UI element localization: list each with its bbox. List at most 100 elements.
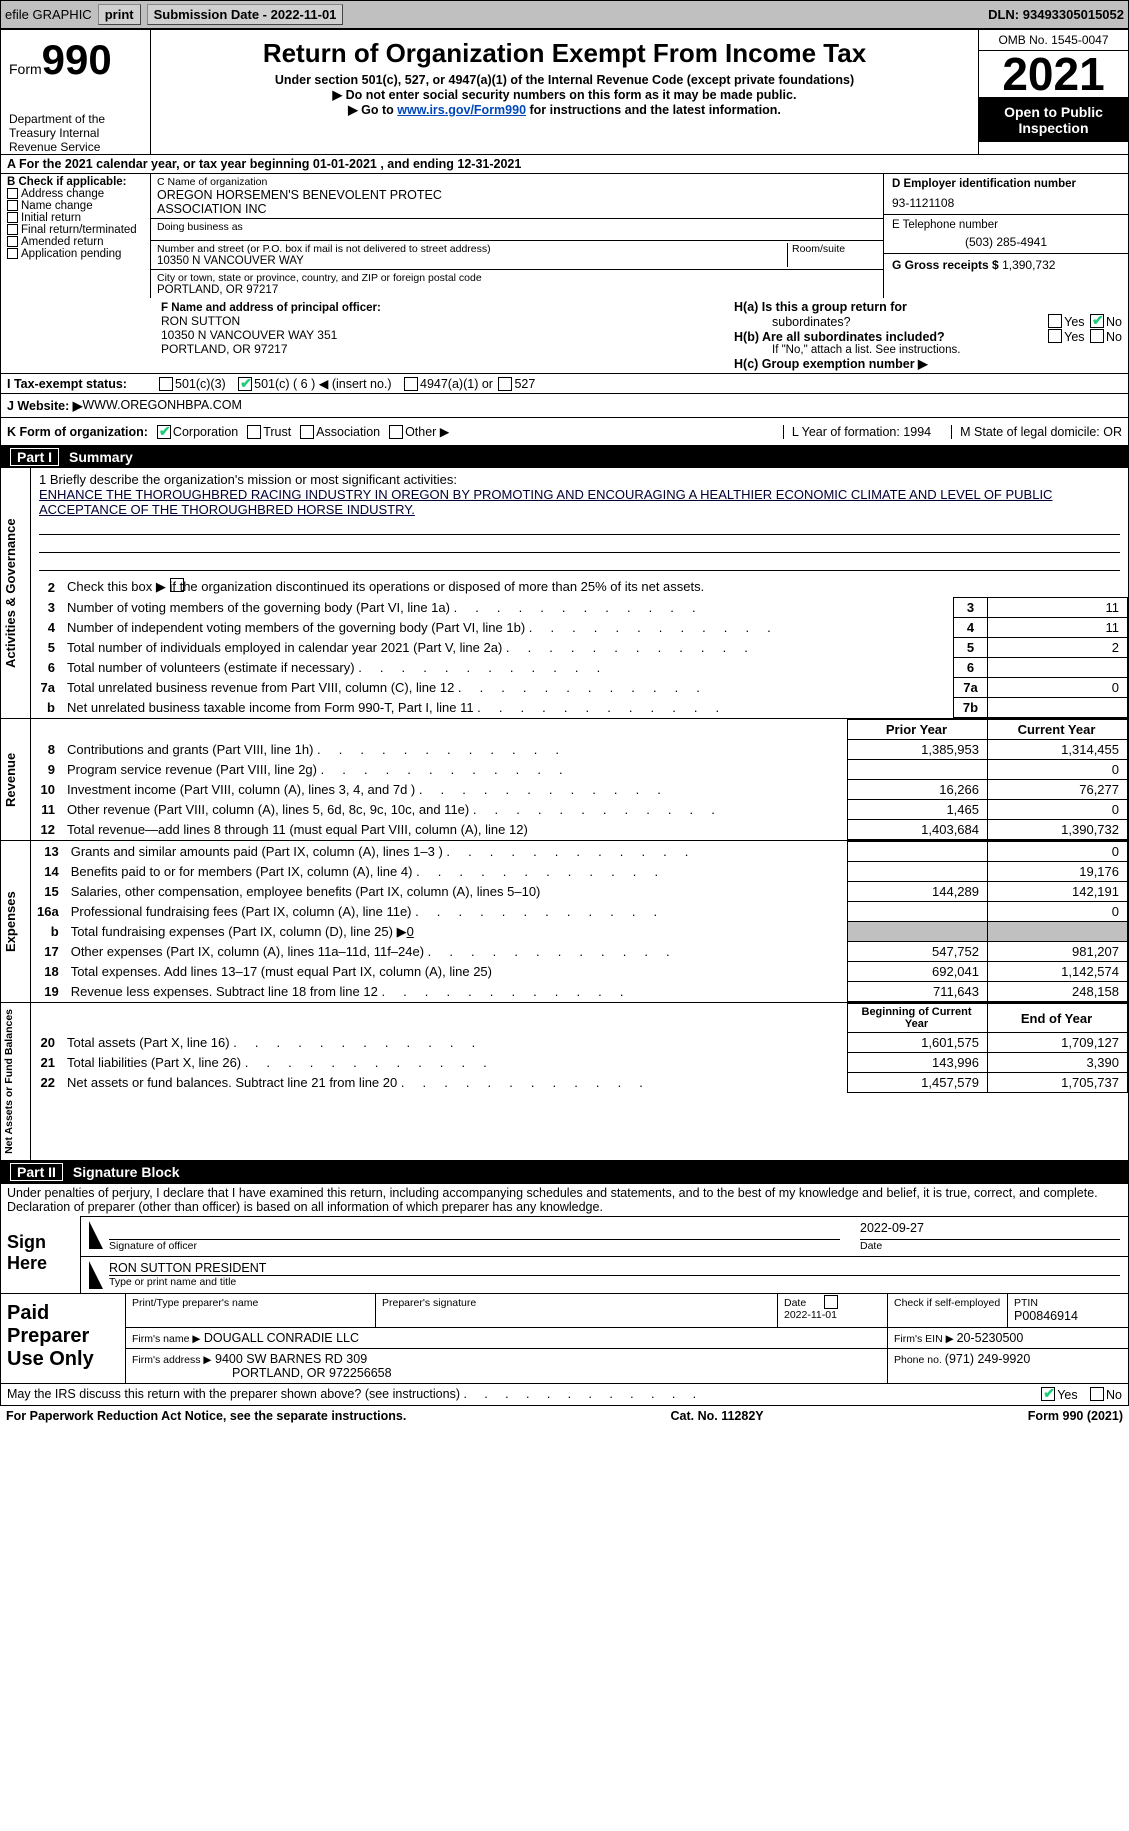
discuss-yes-checkbox[interactable] [1041, 1387, 1055, 1401]
chk-amended[interactable]: Amended return [7, 236, 144, 248]
chk-corp[interactable] [157, 425, 171, 439]
c14: 19,176 [988, 862, 1128, 882]
firm-name-lbl: Firm's name ▶ [132, 1333, 200, 1345]
website-lbl: J Website: ▶ [7, 398, 82, 413]
chk-initial[interactable]: Initial return [7, 212, 144, 224]
hb-yes-checkbox[interactable] [1048, 329, 1062, 343]
org-name-1: OREGON HORSEMEN'S BENEVOLENT PROTEC [157, 188, 877, 202]
blank-1 [39, 517, 1120, 535]
part1-title: Summary [69, 449, 133, 465]
row-k: K Form of organization: Corporation Trus… [0, 417, 1129, 446]
l2-checkbox[interactable] [170, 578, 184, 592]
chk-527[interactable] [498, 377, 512, 391]
chk-app[interactable]: Application pending [7, 248, 144, 260]
hdr-eoy: End of Year [988, 1004, 1128, 1033]
line-10: 10Investment income (Part VIII, column (… [31, 780, 1128, 800]
l11-text: Other revenue (Part VIII, column (A), li… [67, 802, 715, 817]
lbl-501c: 501(c) ( 6 ) ◀ (insert no.) [254, 376, 391, 391]
lbl-4947: 4947(a)(1) or [420, 377, 493, 391]
paid-preparer-block: Paid Preparer Use Only Print/Type prepar… [0, 1294, 1129, 1384]
discuss-yes-lbl: Yes [1057, 1388, 1077, 1402]
chk-501c3[interactable] [159, 377, 173, 391]
top-bar: efile GRAPHIC print Submission Date - 20… [0, 0, 1129, 29]
p20: 1,601,575 [848, 1033, 988, 1053]
line-21: 21Total liabilities (Part X, line 26)143… [31, 1053, 1128, 1073]
mission-text: ENHANCE THE THOROUGHBRED RACING INDUSTRY… [39, 487, 1120, 517]
ein-val: 93-1121108 [892, 196, 1120, 210]
ha-yes-checkbox[interactable] [1048, 314, 1062, 328]
l8-text: Contributions and grants (Part VIII, lin… [67, 742, 559, 757]
line-4: 4Number of independent voting members of… [31, 618, 1128, 638]
open-inspection: Open to Public Inspection [979, 97, 1128, 142]
header-left: Form990 Department of the Treasury Inter… [1, 30, 151, 154]
summary-expenses: Expenses 13Grants and similar amounts pa… [0, 841, 1129, 1003]
city-val: PORTLAND, OR 97217 [157, 284, 877, 296]
v3: 11 [988, 598, 1128, 618]
hb-lbl: H(b) Are all subordinates included? [734, 330, 945, 344]
chk-4947[interactable] [404, 377, 418, 391]
c17: 981,207 [988, 942, 1128, 962]
header-middle: Return of Organization Exempt From Incom… [151, 30, 978, 154]
sig-date-val: 2022-09-27 [860, 1221, 1120, 1239]
summary-revenue: Revenue Prior YearCurrent Year 8Contribu… [0, 719, 1129, 841]
l16a-text: Professional fundraising fees (Part IX, … [71, 904, 657, 919]
hb-yes-lbl: Yes [1064, 330, 1084, 344]
addr-lbl: Number and street (or P.O. box if mail i… [157, 243, 787, 255]
c19: 248,158 [988, 982, 1128, 1002]
part2-header: Part II Signature Block [0, 1161, 1129, 1183]
hb-no-checkbox[interactable] [1090, 329, 1104, 343]
p14 [848, 862, 988, 882]
firm-name-val: DOUGALL CONRADIE LLC [204, 1331, 359, 1345]
paid-row3: Firm's address ▶ 9400 SW BARNES RD 309 P… [126, 1349, 1128, 1383]
discuss-no-lbl: No [1106, 1388, 1122, 1402]
city-lbl: City or town, state or province, country… [157, 272, 877, 284]
row-i: I Tax-exempt status: 501(c)(3) 501(c) ( … [0, 374, 1129, 393]
box-de: D Employer identification number 93-1121… [883, 174, 1128, 298]
row-a-calendar: A For the 2021 calendar year, or tax yea… [0, 155, 1129, 174]
phone-cell: E Telephone number (503) 285-4941 [884, 215, 1128, 254]
sig-officer-lbl: Signature of officer [109, 1239, 840, 1252]
cat-no: Cat. No. 11282Y [671, 1409, 764, 1423]
chk-assoc[interactable] [300, 425, 314, 439]
group-return-cell: H(a) Is this a group return for subordin… [728, 298, 1128, 373]
footer-line: For Paperwork Reduction Act Notice, see … [0, 1406, 1129, 1426]
line-16b: bTotal fundraising expenses (Part IX, co… [31, 922, 1128, 942]
chk-name[interactable]: Name change [7, 200, 144, 212]
discuss-no-checkbox[interactable] [1090, 1387, 1104, 1401]
form-title: Return of Organization Exempt From Incom… [159, 38, 970, 69]
c22: 1,705,737 [988, 1073, 1128, 1093]
sig-declaration: Under penalties of perjury, I declare th… [1, 1184, 1128, 1216]
line-9: 9Program service revenue (Part VIII, lin… [31, 760, 1128, 780]
chk-trust[interactable] [247, 425, 261, 439]
paid-row1: Print/Type preparer's name Preparer's si… [126, 1294, 1128, 1328]
print-button[interactable]: print [98, 4, 141, 25]
officer-lbl: F Name and address of principal officer: [161, 302, 722, 314]
mission-block: 1 Briefly describe the organization's mi… [31, 468, 1128, 517]
org-name-cell: C Name of organization OREGON HORSEMEN'S… [151, 174, 883, 219]
v6 [988, 658, 1128, 678]
chk-final[interactable]: Final return/terminated [7, 224, 144, 236]
summary-table-rev: Prior YearCurrent Year 8Contributions an… [31, 719, 1128, 840]
officer-addr1: 10350 N VANCOUVER WAY 351 [161, 328, 722, 342]
c13: 0 [988, 842, 1128, 862]
paid-row2: Firm's name ▶ DOUGALL CONRADIE LLC Firm'… [126, 1328, 1128, 1349]
chk-other[interactable] [389, 425, 403, 439]
self-emp-checkbox[interactable] [824, 1295, 838, 1309]
c8: 1,314,455 [988, 740, 1128, 760]
chk-addr[interactable]: Address change [7, 188, 144, 200]
c12: 1,390,732 [988, 820, 1128, 840]
firm-phone-val: (971) 249-9920 [945, 1352, 1030, 1366]
triangle-icon [89, 1221, 103, 1249]
form-word: Form [9, 61, 42, 77]
ein-cell: D Employer identification number 93-1121… [884, 174, 1128, 215]
irs-link[interactable]: www.irs.gov/Form990 [397, 103, 526, 117]
chk-501c[interactable] [238, 377, 252, 391]
l7a-text: Total unrelated business revenue from Pa… [67, 680, 700, 695]
line-7a: 7aTotal unrelated business revenue from … [31, 678, 1128, 698]
ha-lbl: H(a) Is this a group return for [734, 300, 907, 314]
l7b-text: Net unrelated business taxable income fr… [67, 700, 719, 715]
ha-no-checkbox[interactable] [1090, 314, 1104, 328]
l19-text: Revenue less expenses. Subtract line 18 … [71, 984, 624, 999]
state-domicile: M State of legal domicile: OR [951, 425, 1122, 439]
sub3-a: ▶ Go to [348, 103, 397, 117]
